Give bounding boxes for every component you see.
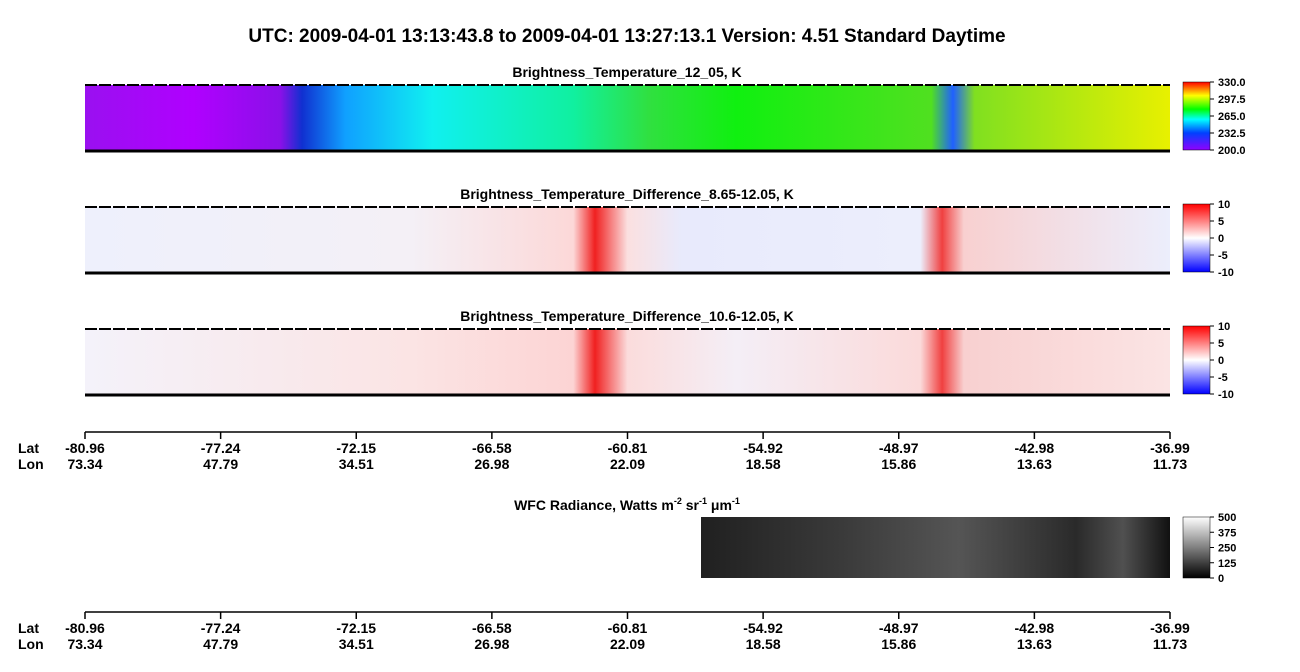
lat-value: -77.24 [201, 620, 241, 636]
lat-value: -42.98 [1015, 620, 1055, 636]
colorbar-label: -5 [1218, 250, 1228, 262]
lat-label: Lat [18, 620, 39, 636]
colorbar-label: -10 [1218, 267, 1234, 279]
t: WFC Radiance, Watts m [514, 497, 674, 513]
colorbar-label: 0 [1218, 573, 1224, 585]
colorbar-label: 5 [1218, 216, 1224, 228]
colorbar-label: 5 [1218, 338, 1224, 350]
colorbar-label: 375 [1218, 527, 1236, 539]
colorbar-label: 500 [1218, 512, 1236, 524]
colorbar-label: 10 [1218, 199, 1230, 211]
strip-image [85, 207, 1170, 273]
colorbar-label: 125 [1218, 558, 1236, 570]
page-title: UTC: 2009-04-01 13:13:43.8 to 2009-04-01… [248, 26, 1005, 47]
wfc-image [701, 517, 1170, 578]
colorbar [1182, 81, 1211, 151]
lon-value: 34.51 [339, 456, 374, 472]
colorbar-label: 200.0 [1218, 145, 1246, 157]
lon-value: 22.09 [610, 456, 645, 472]
panel-title: Brightness_Temperature_12_05, K [512, 64, 741, 80]
lat-value: -66.58 [472, 620, 512, 636]
colorbar-label: 265.0 [1218, 111, 1246, 123]
colorbar-label: 10 [1218, 321, 1230, 333]
colorbar-label: 330.0 [1218, 77, 1246, 89]
lon-value: 26.98 [474, 456, 509, 472]
lon-label: Lon [18, 636, 44, 652]
lat-value: -72.15 [336, 440, 376, 456]
lat-value: -77.24 [201, 440, 241, 456]
lat-value: -60.81 [608, 440, 648, 456]
lon-value: 11.73 [1153, 636, 1187, 652]
colorbar [1182, 203, 1211, 273]
lon-value: 47.79 [203, 636, 238, 652]
lat-value: -60.81 [608, 620, 648, 636]
lon-value: 26.98 [474, 636, 509, 652]
colorbar-label: 0 [1218, 233, 1224, 245]
lat-value: -80.96 [65, 440, 105, 456]
strip-image [85, 85, 1170, 151]
lat-label: Lat [18, 440, 39, 456]
colorbar-label: -10 [1218, 389, 1234, 401]
lon-value: 22.09 [610, 636, 645, 652]
colorbar-label: 250 [1218, 543, 1236, 555]
lat-value: -48.97 [879, 440, 919, 456]
panel-title: Brightness_Temperature_Difference_8.65-1… [460, 186, 794, 202]
lon-value: 18.58 [746, 636, 781, 652]
t: -1 [699, 496, 707, 506]
lat-value: -36.99 [1150, 440, 1190, 456]
lon-label: Lon [18, 456, 44, 472]
lon-value: 15.86 [881, 456, 916, 472]
colorbar-label: 0 [1218, 355, 1224, 367]
t: -1 [732, 496, 740, 506]
t: sr [682, 497, 700, 513]
lon-value: 73.34 [67, 456, 102, 472]
lon-value: 13.63 [1017, 636, 1052, 652]
lat-value: -72.15 [336, 620, 376, 636]
lon-value: 13.63 [1017, 456, 1052, 472]
lat-value: -54.92 [743, 440, 783, 456]
colorbar [1182, 325, 1211, 395]
lon-value: 15.86 [881, 636, 916, 652]
lat-value: -80.96 [65, 620, 105, 636]
colorbar-label: -5 [1218, 372, 1228, 384]
lon-value: 18.58 [746, 456, 781, 472]
lat-value: -42.98 [1015, 440, 1055, 456]
lat-value: -36.99 [1150, 620, 1190, 636]
lat-value: -66.58 [472, 440, 512, 456]
panel-title: Brightness_Temperature_Difference_10.6-1… [460, 308, 794, 324]
colorbar-label: 297.5 [1218, 94, 1246, 106]
strip-image [85, 329, 1170, 395]
lon-value: 34.51 [339, 636, 374, 652]
lon-value: 47.79 [203, 456, 238, 472]
lat-value: -54.92 [743, 620, 783, 636]
wfc-title: WFC Radiance, Watts m-2 sr-1 μm-1 [514, 496, 740, 513]
lat-value: -48.97 [879, 620, 919, 636]
lon-value: 11.73 [1153, 456, 1187, 472]
lon-value: 73.34 [67, 636, 102, 652]
t: μm [707, 497, 732, 513]
colorbar [1182, 516, 1211, 579]
colorbar-label: 232.5 [1218, 128, 1246, 140]
t: -2 [674, 496, 682, 506]
